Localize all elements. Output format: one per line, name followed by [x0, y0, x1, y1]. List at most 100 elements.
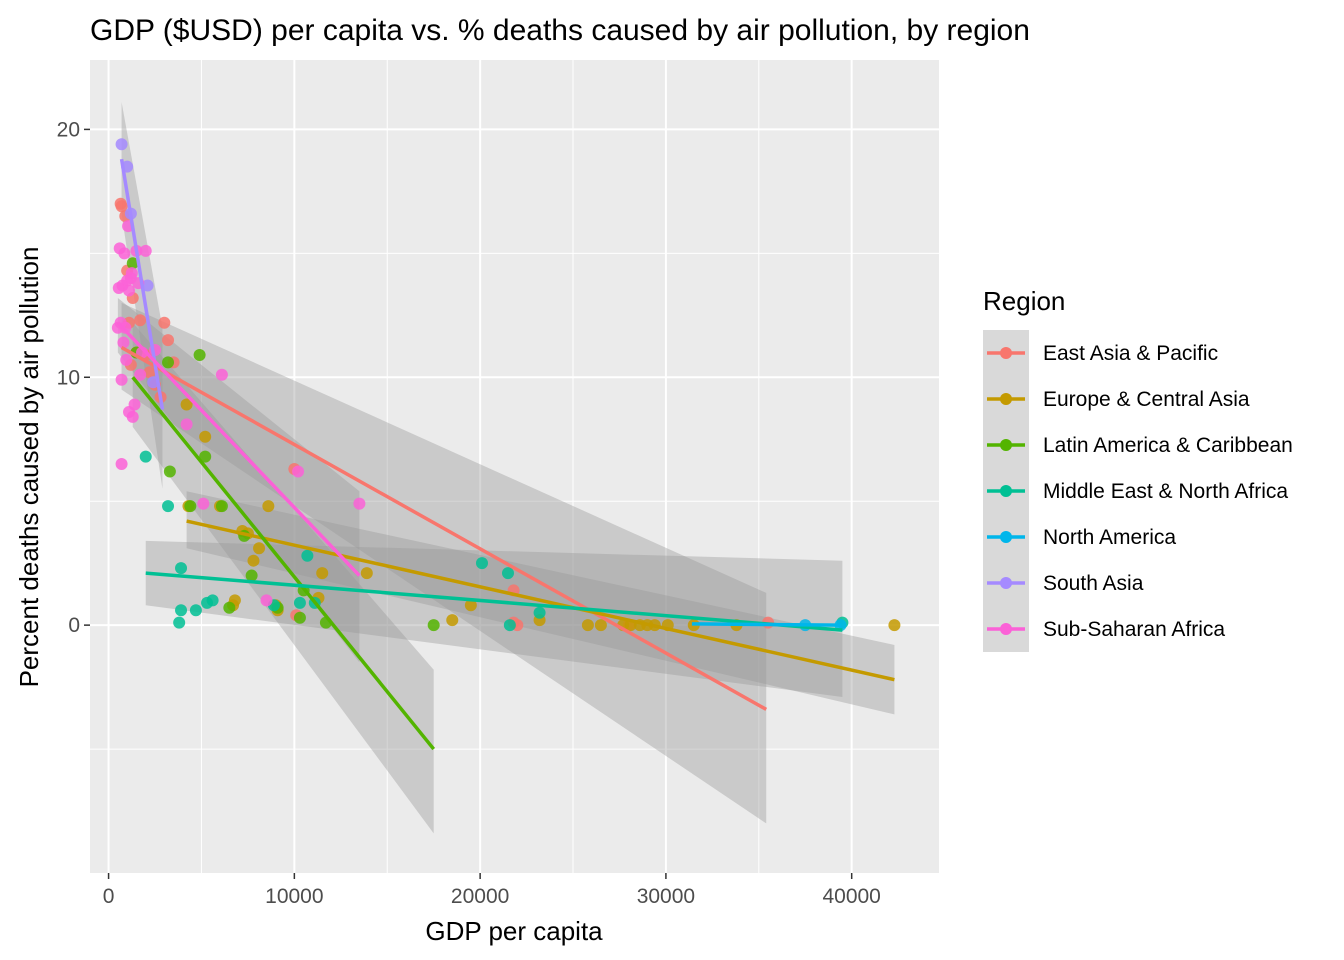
axis-layer: 0 10000 20000 30000 40000 0 10 20 [57, 118, 881, 908]
data-point [215, 368, 228, 381]
data-point [128, 398, 141, 411]
data-point [175, 604, 188, 617]
confidence-band-layer [117, 102, 895, 834]
data-point [245, 569, 258, 582]
data-point [247, 554, 260, 567]
data-point [115, 200, 128, 213]
data-point [293, 596, 306, 609]
data-point [120, 353, 133, 366]
trend-line [116, 321, 361, 577]
data-point [501, 567, 514, 580]
data-point [316, 567, 329, 580]
confidence-band [186, 491, 895, 715]
data-point [293, 611, 306, 624]
data-point [119, 321, 132, 334]
legend-title: Region [983, 286, 1065, 316]
legend-key-point [1000, 577, 1012, 589]
trend-line [145, 571, 843, 632]
confidence-band [121, 102, 163, 489]
data-point [292, 465, 305, 478]
data-point [175, 562, 188, 575]
confidence-band [132, 322, 434, 834]
data-point [123, 284, 136, 297]
data-point [162, 334, 175, 347]
trend-line-layer [116, 158, 895, 751]
data-point [134, 368, 147, 381]
data-point [594, 619, 607, 632]
legend-key-point [1000, 623, 1012, 635]
data-point [581, 619, 594, 632]
legend-label: Europe & Central Asia [1043, 388, 1250, 411]
y-tick-label: 10 [57, 366, 80, 389]
legend-key-point [1000, 439, 1012, 451]
data-point [180, 398, 193, 411]
data-point [199, 430, 212, 443]
data-point [184, 500, 197, 513]
grid-layer [90, 60, 939, 873]
chart-title: GDP ($USD) per capita vs. % deaths cause… [90, 14, 1030, 47]
data-point [215, 500, 228, 513]
trend-line [120, 345, 768, 711]
legend-key-point [1000, 393, 1012, 405]
data-point [117, 336, 130, 349]
legend: Region East Asia & Pacific Europe & Centr… [983, 286, 1293, 652]
x-tick-label: 40000 [822, 885, 880, 908]
legend-label: South Asia [1043, 572, 1144, 595]
legend-key-point [1000, 485, 1012, 497]
x-tick-label: 0 [103, 885, 115, 908]
trend-line [691, 622, 841, 627]
data-point [503, 619, 516, 632]
data-point [115, 458, 128, 471]
data-point [475, 557, 488, 570]
legend-label: Sub-Saharan Africa [1043, 618, 1225, 641]
legend-key-point [1000, 531, 1012, 543]
confidence-band [117, 297, 360, 663]
legend-label: East Asia & Pacific [1043, 342, 1218, 365]
data-point [301, 549, 314, 562]
data-point [189, 604, 202, 617]
data-point [125, 267, 138, 280]
data-point [118, 247, 131, 260]
data-point [193, 348, 206, 361]
legend-label: Latin America & Caribbean [1043, 434, 1293, 457]
data-point [126, 410, 139, 423]
data-point [360, 567, 373, 580]
data-point [134, 314, 147, 327]
legend-label: North America [1043, 526, 1176, 549]
data-point [162, 500, 175, 513]
confidence-band [145, 540, 843, 698]
data-point [115, 138, 128, 151]
data-point [206, 594, 219, 607]
x-tick-label: 30000 [637, 885, 695, 908]
data-point [464, 599, 477, 612]
x-axis-title: GDP per capita [425, 916, 603, 946]
data-point [173, 616, 186, 629]
data-point [197, 497, 210, 510]
data-point [888, 619, 901, 632]
data-point [446, 614, 459, 627]
legend-key-point [1000, 347, 1012, 359]
legend-label: Middle East & North Africa [1043, 480, 1288, 503]
data-point [115, 373, 128, 386]
data-point [126, 257, 139, 270]
data-point [158, 316, 171, 329]
y-axis-title: Percent deaths caused by air pollution [14, 247, 44, 688]
trend-line [186, 519, 895, 682]
data-point [163, 465, 176, 478]
data-point [162, 356, 175, 369]
trend-line [131, 376, 436, 751]
data-point [427, 619, 440, 632]
trend-line [119, 158, 165, 410]
data-point [143, 366, 156, 379]
data-point [260, 594, 273, 607]
y-tick-label: 0 [68, 614, 80, 637]
data-point [139, 450, 152, 463]
data-point [533, 606, 546, 619]
x-tick-label: 20000 [451, 885, 509, 908]
y-tick-label: 20 [57, 118, 80, 141]
data-point [199, 450, 212, 463]
data-point [353, 497, 366, 510]
confidence-band [121, 302, 767, 824]
data-point [180, 418, 193, 431]
